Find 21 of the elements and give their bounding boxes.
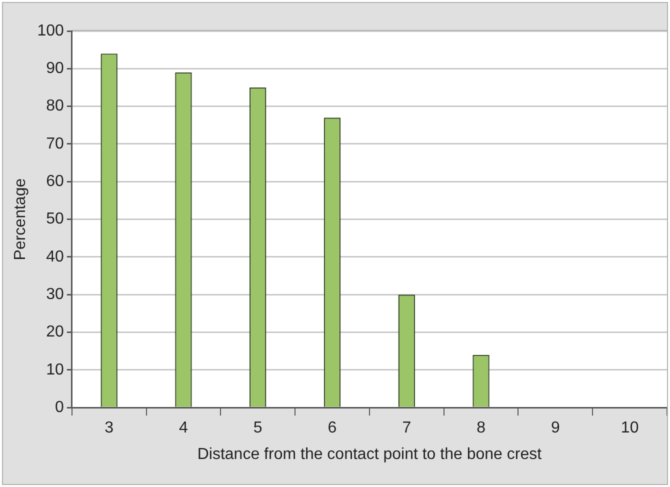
y-tick-label: 90 [46, 60, 64, 78]
x-tick-label: 8 [476, 420, 486, 437]
x-tick-label: 4 [179, 420, 188, 437]
x-tick-label: 6 [328, 420, 337, 437]
x-tick-label: 9 [550, 420, 560, 437]
x-tick-label: 10 [620, 420, 639, 437]
y-tick-label: 30 [46, 286, 64, 304]
y-tick-label: 20 [46, 324, 64, 341]
y-tick-label: 60 [46, 173, 64, 190]
x-tick-label: 3 [104, 420, 114, 437]
y-tick-label: 80 [46, 98, 64, 115]
y-axis-title: Percentage [12, 178, 30, 260]
y-tick-label: 50 [46, 210, 64, 228]
y-tick-label: 70 [46, 135, 64, 152]
y-tick-label: 0 [54, 399, 64, 416]
y-tick-label: 10 [46, 361, 64, 378]
x-tick-label: 5 [253, 420, 262, 437]
y-tick-label: 40 [46, 248, 64, 266]
y-tick-label: 100 [37, 22, 64, 40]
x-axis-title: Distance from the contact point to the bone crest [197, 446, 542, 463]
x-tick-label: 7 [402, 420, 412, 437]
